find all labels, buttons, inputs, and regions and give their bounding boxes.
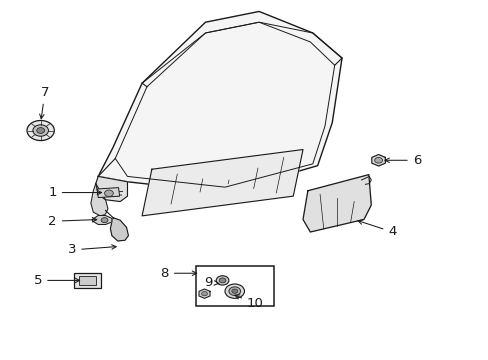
Polygon shape — [98, 12, 341, 193]
Circle shape — [27, 121, 54, 140]
Polygon shape — [92, 216, 112, 225]
Bar — [97, 188, 120, 198]
Text: 6: 6 — [384, 154, 420, 167]
Bar — [79, 276, 96, 285]
Text: 10: 10 — [235, 295, 263, 310]
Circle shape — [224, 284, 244, 298]
Circle shape — [216, 276, 228, 285]
Polygon shape — [91, 184, 108, 216]
Text: 9: 9 — [204, 276, 218, 289]
Bar — [74, 273, 101, 288]
Text: 8: 8 — [160, 267, 196, 280]
Circle shape — [219, 278, 225, 283]
Text: 7: 7 — [40, 86, 49, 119]
Circle shape — [33, 125, 48, 136]
Polygon shape — [142, 149, 303, 216]
Circle shape — [374, 157, 382, 163]
Polygon shape — [96, 176, 127, 202]
Text: 3: 3 — [68, 243, 116, 256]
Polygon shape — [110, 218, 128, 241]
Text: 1: 1 — [48, 186, 102, 199]
Circle shape — [104, 190, 113, 197]
Polygon shape — [303, 175, 370, 232]
Polygon shape — [371, 154, 385, 166]
Polygon shape — [199, 289, 209, 298]
Circle shape — [101, 218, 108, 223]
Circle shape — [228, 287, 240, 296]
Circle shape — [231, 289, 237, 293]
Text: 2: 2 — [48, 215, 97, 228]
Circle shape — [201, 292, 207, 296]
Text: 5: 5 — [34, 274, 80, 287]
Circle shape — [37, 128, 44, 134]
Text: 4: 4 — [357, 220, 396, 238]
Bar — [195, 266, 273, 306]
